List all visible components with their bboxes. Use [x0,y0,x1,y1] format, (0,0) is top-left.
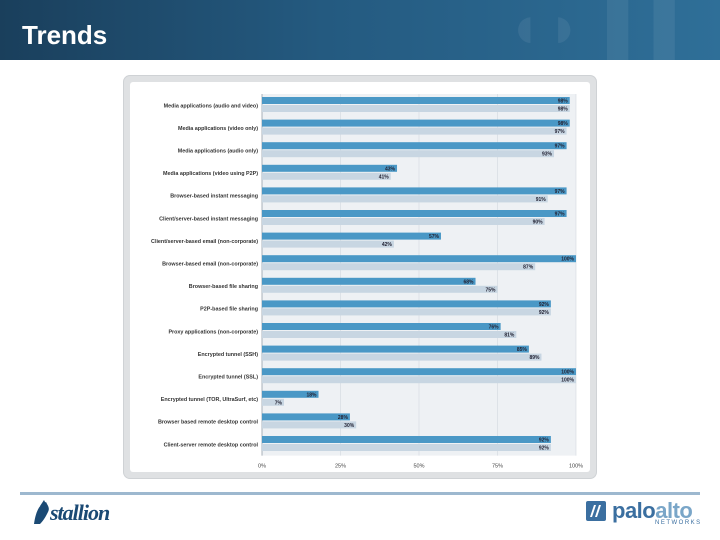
bar-april-2008 [262,421,357,429]
bar-april-2008 [262,285,498,293]
bar-april-2008 [262,105,570,112]
paloalto-logo-alto: alto [655,498,693,523]
x-tick-label: 75% [492,464,503,470]
x-tick-label: 0% [258,464,266,470]
bar-september-2008 [262,255,576,263]
stallion-logo-icon [34,500,49,524]
category-label: Media applications (video using P2P) [163,171,258,177]
bar-september-2008 [262,97,570,104]
bar-value-label: 100% [561,370,574,376]
bar-value-label: 87% [523,265,534,271]
bar-september-2008 [262,368,576,376]
category-label: Encrypted tunnel (TOR, UltraSurf, etc) [161,397,258,403]
bar-value-label: 100% [561,257,574,263]
bar-value-label: 43% [385,166,396,172]
bar-april-2008 [262,331,517,338]
bar-value-label: 100% [561,378,574,384]
paloalto-logo-subtitle: NETWORKS [655,520,702,526]
category-label: Browser-based file sharing [189,284,258,290]
bar-value-label: 92% [539,310,550,316]
bar-april-2008 [262,240,394,248]
bar-september-2008 [262,210,567,217]
bar-april-2008 [262,127,567,135]
category-label: P2P-based file sharing [200,307,258,313]
bar-april-2008 [262,308,551,316]
bar-april-2008 [262,263,536,271]
bar-value-label: 76% [489,325,500,331]
bar-april-2008 [262,353,542,361]
bar-value-label: 42% [382,242,393,248]
paloalto-logo-text: paloalto [612,498,693,524]
bar-value-label: 98% [558,121,569,127]
bar-value-label: 89% [529,355,540,361]
bar-value-label: 57% [429,234,440,240]
bar-september-2008 [262,187,567,195]
bar-value-label: 97% [555,144,566,150]
bar-september-2008 [262,300,551,308]
category-label: Browser-based email (non-corporate) [162,262,258,268]
bar-april-2008 [262,172,391,180]
slide-header: ◖◗ ▌▌ Trends [0,0,720,60]
bar-value-label: 93% [542,152,553,158]
bar-value-label: 97% [555,189,566,195]
paloalto-logo-icon [586,501,606,521]
header-decoration: ◖◗ ▌▌ [505,0,700,60]
bar-september-2008 [262,164,398,172]
bar-april-2008 [262,376,576,384]
bar-april-2008 [262,195,548,203]
category-label: Encrypted tunnel (SSH) [198,352,258,358]
category-label: Proxy applications (non-corporate) [168,329,258,335]
bar-value-label: 85% [517,347,528,353]
bar-september-2008 [262,436,551,443]
x-tick-label: 25% [335,464,346,470]
category-label: Client-server remote desktop control [164,442,259,448]
bar-april-2008 [262,218,545,225]
page-title: Trends [22,20,108,50]
category-label: Media applications (audio only) [178,149,258,155]
bar-september-2008 [262,390,319,398]
category-label: Client/server-based instant messaging [159,216,258,222]
bar-chart: 0% 25% 50% 75% 100% Media applications (audio… [151,94,583,470]
bar-value-label: 68% [464,279,475,285]
footer-divider [20,492,700,495]
bar-september-2008 [262,119,570,127]
x-tick-label: 50% [413,464,424,470]
bar-september-2008 [262,142,567,150]
bar-value-label: 98% [558,99,569,105]
bar-value-label: 92% [539,446,550,452]
bar-value-label: 90% [533,220,544,226]
bar-value-label: 7% [275,400,283,406]
category-label: Client/server-based email (non-corporate… [151,239,258,245]
x-tick-label: 100% [569,464,583,470]
bar-september-2008 [262,232,441,240]
bar-value-label: 91% [536,197,547,203]
category-label: Encrypted tunnel (SSL) [198,375,258,381]
bar-value-label: 81% [504,333,515,339]
bar-september-2008 [262,323,501,330]
bar-value-label: 75% [485,287,496,293]
bar-april-2008 [262,444,551,451]
bar-value-label: 98% [558,107,569,113]
category-label: Browser based remote desktop control [158,420,259,426]
bar-september-2008 [262,277,476,285]
stallion-logo-text: stallion [50,500,110,525]
bar-april-2008 [262,398,284,406]
chart-panel: 0% 25% 50% 75% 100% Media applications (audio… [130,82,590,472]
bar-value-label: 41% [379,174,390,180]
bar-value-label: 92% [539,438,550,444]
bar-september-2008 [262,413,350,421]
category-label: Media applications (video only) [178,126,258,132]
bar-value-label: 97% [555,212,566,218]
chart-frame: 0% 25% 50% 75% 100% Media applications (audio… [124,76,596,478]
bar-value-label: 30% [344,423,355,429]
bar-september-2008 [262,345,529,353]
bar-value-label: 92% [539,302,550,308]
bar-value-label: 28% [338,415,349,421]
bar-value-label: 97% [555,129,566,135]
bar-april-2008 [262,150,555,158]
paloalto-logo-palo: palo [612,498,656,523]
category-label: Media applications (audio and video) [164,103,259,109]
bar-value-label: 18% [307,392,318,398]
category-label: Browser-based instant messaging [170,194,258,200]
